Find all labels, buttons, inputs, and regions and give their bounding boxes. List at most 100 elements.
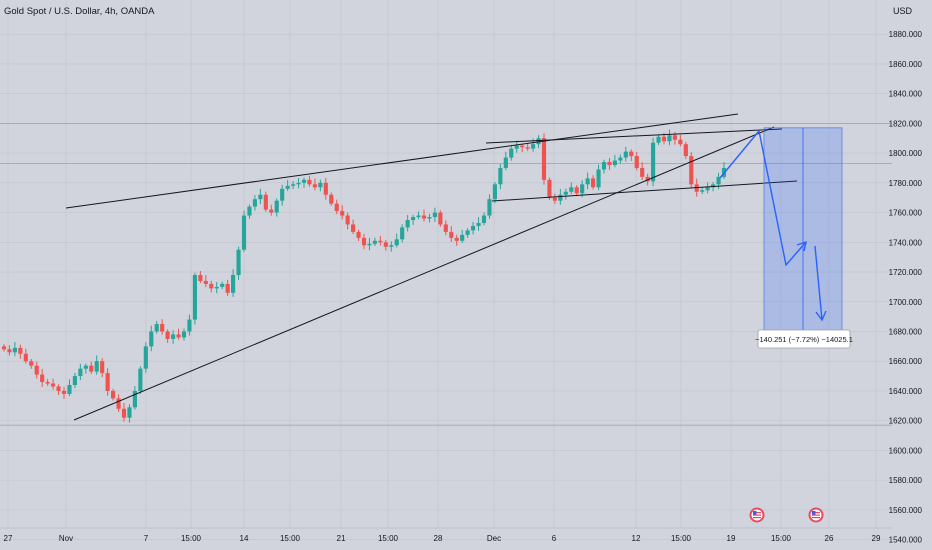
candle-body [7, 349, 12, 353]
candle-body [111, 390, 116, 399]
candlestick-series [1, 129, 727, 423]
candle-body [40, 374, 45, 383]
candle-body [252, 199, 257, 207]
candle-body [591, 178, 596, 188]
candle-body [601, 162, 607, 170]
candle-body [427, 217, 432, 219]
trendline [485, 128, 783, 144]
candle-body [596, 169, 601, 188]
trendline [491, 180, 798, 202]
price-tick-label: 1760.000 [889, 209, 923, 218]
currency-label[interactable]: USD [892, 6, 912, 16]
candle-body [612, 160, 617, 165]
candle-body [220, 283, 225, 287]
candle-body [94, 361, 99, 372]
candle-body [165, 331, 170, 339]
candle-body [51, 383, 56, 387]
candle-body [351, 224, 356, 232]
us-flag-icon [808, 507, 824, 523]
candle-body [274, 200, 279, 213]
candle-body [116, 398, 121, 409]
candle-body [481, 215, 487, 223]
candle-body [503, 157, 508, 168]
candle-body [667, 135, 672, 142]
candle-body [105, 373, 110, 391]
candle-body [585, 178, 590, 185]
candle-body [160, 324, 165, 332]
candle-body [689, 156, 694, 185]
measure-label-box [757, 329, 851, 349]
candle-body [307, 179, 312, 185]
candle-body [231, 275, 236, 293]
candle-body [514, 145, 519, 149]
price-tick-label: 1660.000 [889, 357, 923, 366]
candle-body [672, 135, 677, 140]
measure-label: −140.251 (−7.72%) −14025.1 [755, 335, 853, 344]
candle-body [176, 334, 181, 338]
candle-body [432, 212, 437, 218]
price-tick-label: 1860.000 [889, 60, 923, 69]
candle-body [378, 240, 383, 243]
candle-body [405, 220, 410, 228]
candle-body [389, 245, 394, 247]
candle-body [520, 145, 525, 148]
candle-body [291, 184, 296, 186]
time-tick-label: 12 [632, 534, 641, 543]
candle-body [89, 365, 94, 372]
candle-body [416, 215, 421, 218]
candle-body [705, 187, 710, 191]
time-tick-label: 27 [4, 534, 13, 543]
candle-body [132, 390, 137, 408]
candle-body [121, 408, 127, 418]
candle-body [198, 275, 203, 281]
candle-body [263, 194, 268, 210]
candle-body [487, 199, 492, 216]
time-tick-label: 19 [727, 534, 736, 543]
candle-body [683, 144, 688, 157]
candle-body [258, 194, 263, 200]
candle-body [203, 280, 208, 284]
candle-body [645, 176, 650, 182]
candle-body [700, 190, 705, 192]
price-tick-label: 1540.000 [889, 536, 923, 545]
candle-body [558, 194, 563, 201]
candle-body [1, 346, 7, 350]
price-tick-label: 1640.000 [889, 387, 923, 396]
candle-body [531, 144, 536, 149]
trendline [65, 113, 739, 209]
time-tick-label: 15:00 [181, 534, 202, 543]
candle-body [45, 382, 50, 384]
price-tick-label: 1820.000 [889, 119, 923, 128]
symbol-title[interactable]: Gold Spot / U.S. Dollar, 4h, OANDA [4, 6, 155, 17]
candle-body [323, 182, 328, 195]
candle-body [618, 157, 623, 161]
candle-body [574, 187, 579, 194]
projection-arrow-path [814, 245, 823, 321]
horizontal-levels [0, 122, 892, 426]
candle-body [171, 334, 176, 339]
candle-body [421, 215, 427, 219]
candle-body [411, 217, 416, 220]
candle-body [34, 365, 39, 375]
trendline [73, 126, 775, 421]
candle-body [569, 187, 574, 192]
candle-body [356, 231, 361, 238]
price-tick-label: 1800.000 [889, 149, 923, 158]
trendline-drawings [65, 113, 798, 421]
candle-body [345, 215, 350, 225]
time-tick-label: 7 [144, 534, 149, 543]
time-axis: 27 Nov 7 15:00 14 15:00 21 15:00 28 Dec 6 12 15:00 19… [0, 507, 892, 543]
candle-body [18, 347, 23, 354]
candle-body [438, 212, 443, 225]
candle-body [181, 331, 187, 338]
candle-body [247, 206, 252, 216]
candle-body [492, 184, 497, 200]
time-tick-label: 15:00 [771, 534, 792, 543]
candle-body [225, 283, 230, 293]
candle-body [154, 324, 159, 332]
candle-body [23, 353, 28, 362]
candle-body [334, 203, 339, 212]
candle-body [471, 225, 476, 231]
